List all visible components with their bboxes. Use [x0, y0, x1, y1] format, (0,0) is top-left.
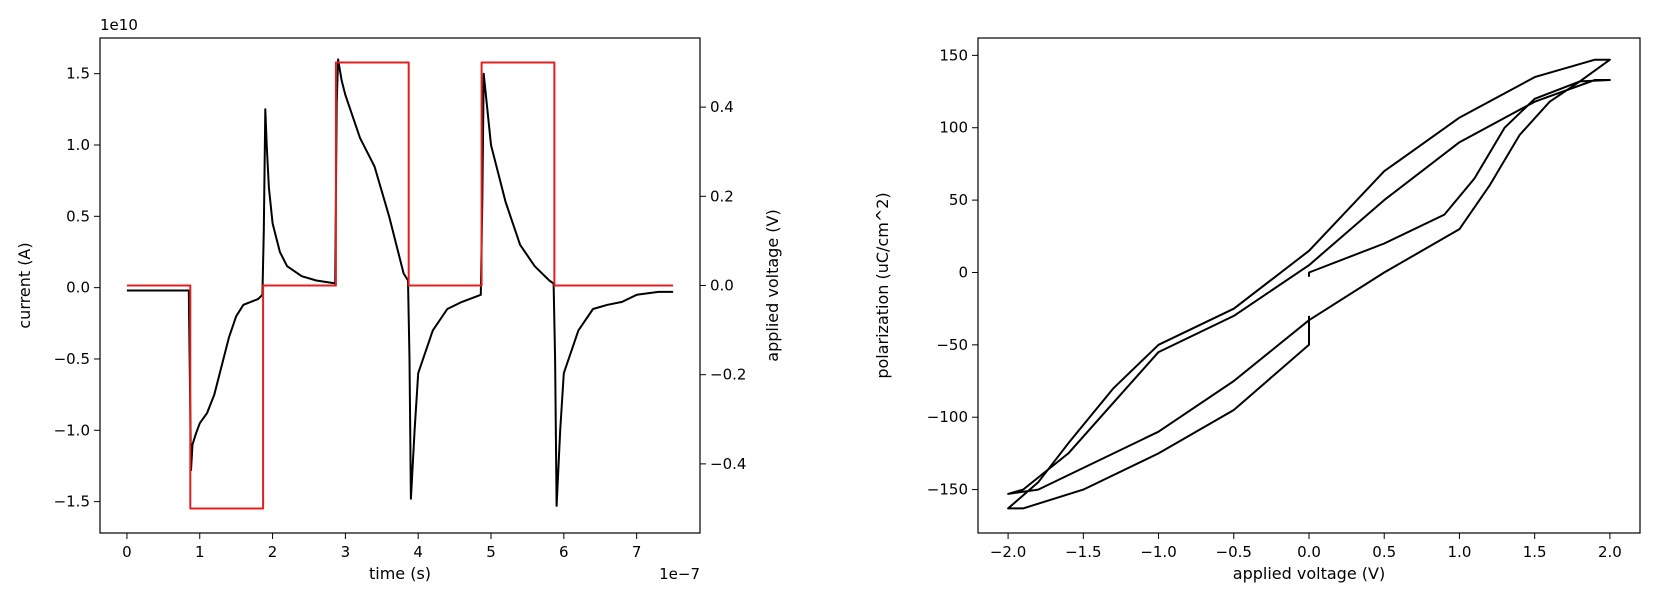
- y-tick-label: 0: [958, 263, 968, 281]
- x-tick-label: −0.5: [1216, 543, 1252, 561]
- y2-tick-label: 0.2: [710, 187, 734, 205]
- y2-axis-label: applied voltage (V): [763, 209, 782, 361]
- y-tick-label: 100: [939, 119, 968, 137]
- x-tick-label: 0: [122, 543, 132, 561]
- x-tick-label: 7: [632, 543, 642, 561]
- x-tick-label: 1: [195, 543, 205, 561]
- y-tick-label: −1.5: [54, 493, 90, 511]
- y-tick-label: 1.0: [66, 136, 90, 154]
- y-tick-label: −0.5: [54, 350, 90, 368]
- series-line-2: [1007, 58, 1611, 510]
- x-tick-label: 0.0: [1297, 543, 1321, 561]
- y-axis-label: polarization (uC/cm^2): [873, 192, 892, 378]
- x-tick-label: 1.5: [1523, 543, 1547, 561]
- y2-tick-label: −0.2: [710, 366, 746, 384]
- x-tick-label: −2.0: [990, 543, 1026, 561]
- x-axis-label: applied voltage (V): [1233, 564, 1385, 583]
- y-tick-label: −50: [936, 336, 968, 354]
- y-tick-label: 0.5: [66, 207, 90, 225]
- polarization-voltage-chart: −2.0 −1.5 −1.0 −0.5 0.0 0.5 1.0 1.5 2.0 150 100 50 0…: [873, 37, 1641, 583]
- series-line-1: [1007, 79, 1611, 495]
- x-tick-label: 4: [413, 543, 423, 561]
- y-tick-label: 150: [939, 46, 968, 64]
- y2-tick-label: 0.0: [710, 277, 734, 295]
- series-line-1: [126, 58, 674, 507]
- x-tick-label: 0.5: [1372, 543, 1396, 561]
- y-tick-label: −150: [927, 481, 968, 499]
- x-tick-label: 2: [268, 543, 278, 561]
- current-voltage-chart: 0 1 2 3 4 5 6 7 1.5 1.0 0.5 0.0 −0.5 −1.0 −1.5 0.4 0.2 0.…: [15, 16, 782, 583]
- x-tick-label: −1.0: [1140, 543, 1176, 561]
- y-tick-label: 50: [949, 191, 968, 209]
- series-line-2: [126, 61, 674, 510]
- x-axis-label: time (s): [369, 564, 431, 583]
- x-tick-label: 6: [559, 543, 569, 561]
- x-tick-label: 5: [486, 543, 496, 561]
- y-tick-label: 0.0: [66, 279, 90, 297]
- y2-tick-label: −0.4: [710, 455, 746, 473]
- y-offset-label: 1e10: [100, 16, 138, 34]
- x-tick-label: 1.0: [1448, 543, 1472, 561]
- y-tick-label: −1.0: [54, 421, 90, 439]
- y-tick-label: 1.5: [66, 65, 90, 83]
- x-tick-label: 3: [341, 543, 351, 561]
- x-offset-label: 1e−7: [659, 565, 700, 583]
- x-tick-label: −1.5: [1065, 543, 1101, 561]
- x-tick-label: 2.0: [1598, 543, 1622, 561]
- y-axis-label: current (A): [15, 242, 34, 328]
- y-tick-label: −100: [927, 408, 968, 426]
- y2-tick-label: 0.4: [710, 98, 734, 116]
